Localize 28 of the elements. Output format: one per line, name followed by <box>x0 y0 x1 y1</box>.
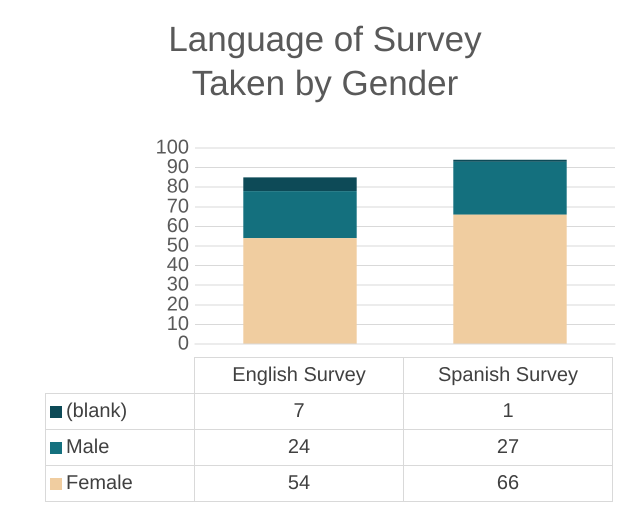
y-tick-label: 70 <box>166 195 189 218</box>
data-label: 24 <box>194 430 404 466</box>
y-tick-label: 0 <box>178 332 189 355</box>
legend-label: Female <box>66 472 133 494</box>
y-tick-label: 80 <box>166 176 189 198</box>
bar <box>453 214 567 344</box>
data-label: 66 <box>404 466 612 502</box>
y-tick-label: 100 <box>156 136 189 159</box>
x-tick-label: English Survey <box>194 358 404 394</box>
y-tick-label: 60 <box>166 214 189 237</box>
y-tick-label: 40 <box>166 254 189 276</box>
bar <box>243 238 357 344</box>
data-label: 7 <box>194 394 404 430</box>
legend-label: Male <box>66 436 110 458</box>
bar <box>453 162 567 215</box>
data-label: 1 <box>404 394 612 430</box>
legend-label: (blank) <box>66 400 128 422</box>
y-tick-label: 90 <box>166 156 189 178</box>
data-label: 54 <box>194 466 404 502</box>
y-tick-label: 10 <box>166 312 189 335</box>
x-tick-label: Spanish Survey <box>404 358 612 394</box>
chart-title: Language of Survey Taken by Gender <box>167 19 483 105</box>
bar <box>243 191 357 238</box>
y-tick-label: 30 <box>166 274 189 296</box>
data-label: 27 <box>404 430 612 466</box>
y-tick-label: 50 <box>166 234 189 257</box>
bar <box>243 177 357 192</box>
y-tick-label: 20 <box>166 293 189 316</box>
